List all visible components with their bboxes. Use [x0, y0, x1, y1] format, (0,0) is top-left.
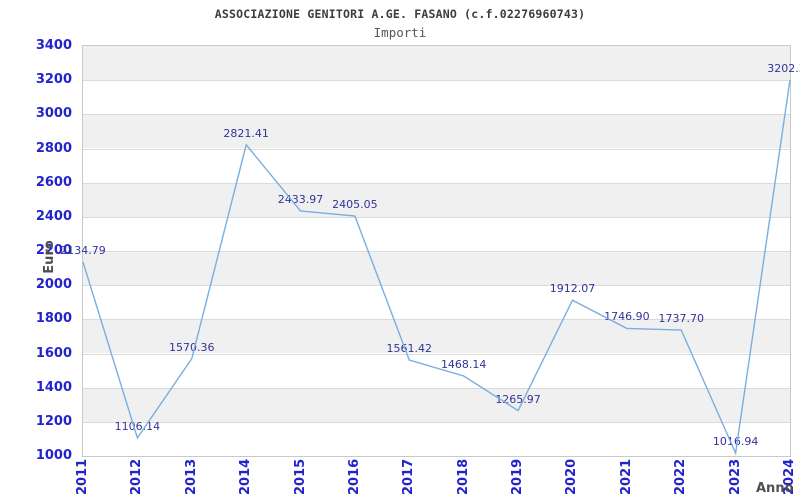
- x-axis-tick-label: 2011: [75, 458, 90, 495]
- gridline: [83, 182, 790, 184]
- y-axis-title: Euro: [42, 240, 57, 274]
- plot-area: [82, 45, 791, 457]
- x-axis-tick-label: 2021: [618, 458, 634, 495]
- data-point-label: 1912.07: [549, 282, 596, 296]
- data-point-label: 3202.36: [767, 61, 800, 75]
- y-axis-tick-label: 2200: [35, 243, 72, 258]
- y-axis-tick-label: 1600: [35, 345, 72, 361]
- x-axis-tick-label: 2013: [183, 458, 199, 495]
- data-point-label: 2405.05: [332, 197, 378, 211]
- y-axis-tick-label: 3200: [35, 72, 72, 88]
- grid-band: [83, 46, 790, 81]
- x-axis-tick-label: 2018: [455, 458, 471, 495]
- x-axis-tick-label: 2015: [292, 458, 308, 495]
- y-axis-tick-label: 2600: [35, 174, 72, 190]
- y-axis-tick-label: 2000: [35, 277, 72, 293]
- x-axis-tick-label: 2016: [346, 458, 362, 495]
- chart-subtitle: Importi: [373, 25, 427, 40]
- x-axis-tick-label: 2022: [673, 458, 689, 495]
- data-point-label: 1468.14: [440, 358, 487, 372]
- grid-band: [83, 80, 790, 114]
- data-point-label: 1561.42: [386, 342, 433, 356]
- gridline: [83, 421, 790, 423]
- y-axis-tick-label: 3000: [35, 106, 72, 122]
- gridline: [83, 251, 790, 252]
- y-axis-tick-label: 1800: [35, 311, 72, 327]
- y-axis-tick-label: 1200: [35, 413, 72, 429]
- grid-band: [83, 217, 790, 251]
- grid-band: [83, 387, 790, 422]
- gridline: [83, 216, 790, 218]
- gridline: [83, 387, 790, 389]
- y-axis-tick-label: 1000: [35, 448, 72, 463]
- x-axis-tick-label: 2020: [564, 458, 580, 495]
- y-axis-tick-label: 3400: [35, 38, 72, 53]
- x-axis-tick-label: 2012: [129, 458, 145, 495]
- data-point-label: 1737.70: [658, 311, 704, 325]
- y-axis-tick-label: 2400: [35, 208, 72, 224]
- x-axis-title: Anno: [756, 481, 794, 496]
- grid-band: [83, 182, 790, 217]
- data-point-label: 1570.36: [169, 340, 215, 354]
- y-axis-tick-label: 2800: [35, 140, 72, 156]
- grid-band: [83, 114, 790, 149]
- data-point-label: 2134.79: [60, 244, 106, 258]
- gridline: [83, 285, 790, 287]
- chart-title: ASSOCIAZIONE GENITORI A.GE. FASANO (c.f.…: [214, 7, 586, 21]
- gridline: [83, 80, 790, 82]
- data-point-label: 1106.14: [114, 419, 161, 433]
- x-axis-tick-label: 2014: [238, 458, 254, 495]
- data-point-label: 1016.94: [712, 435, 759, 449]
- grid-band: [83, 149, 790, 183]
- y-axis-tick-label: 1400: [35, 379, 72, 395]
- x-axis-tick-label: 2023: [727, 458, 743, 495]
- x-axis-tick-label: 2017: [401, 458, 417, 495]
- grid-band: [83, 251, 790, 286]
- gridline: [83, 148, 790, 150]
- data-point-label: 2821.41: [223, 126, 269, 140]
- x-axis-tick-label: 2019: [510, 458, 526, 495]
- grid-band: [83, 422, 790, 456]
- data-point-label: 1265.97: [495, 392, 541, 406]
- gridline: [83, 114, 790, 116]
